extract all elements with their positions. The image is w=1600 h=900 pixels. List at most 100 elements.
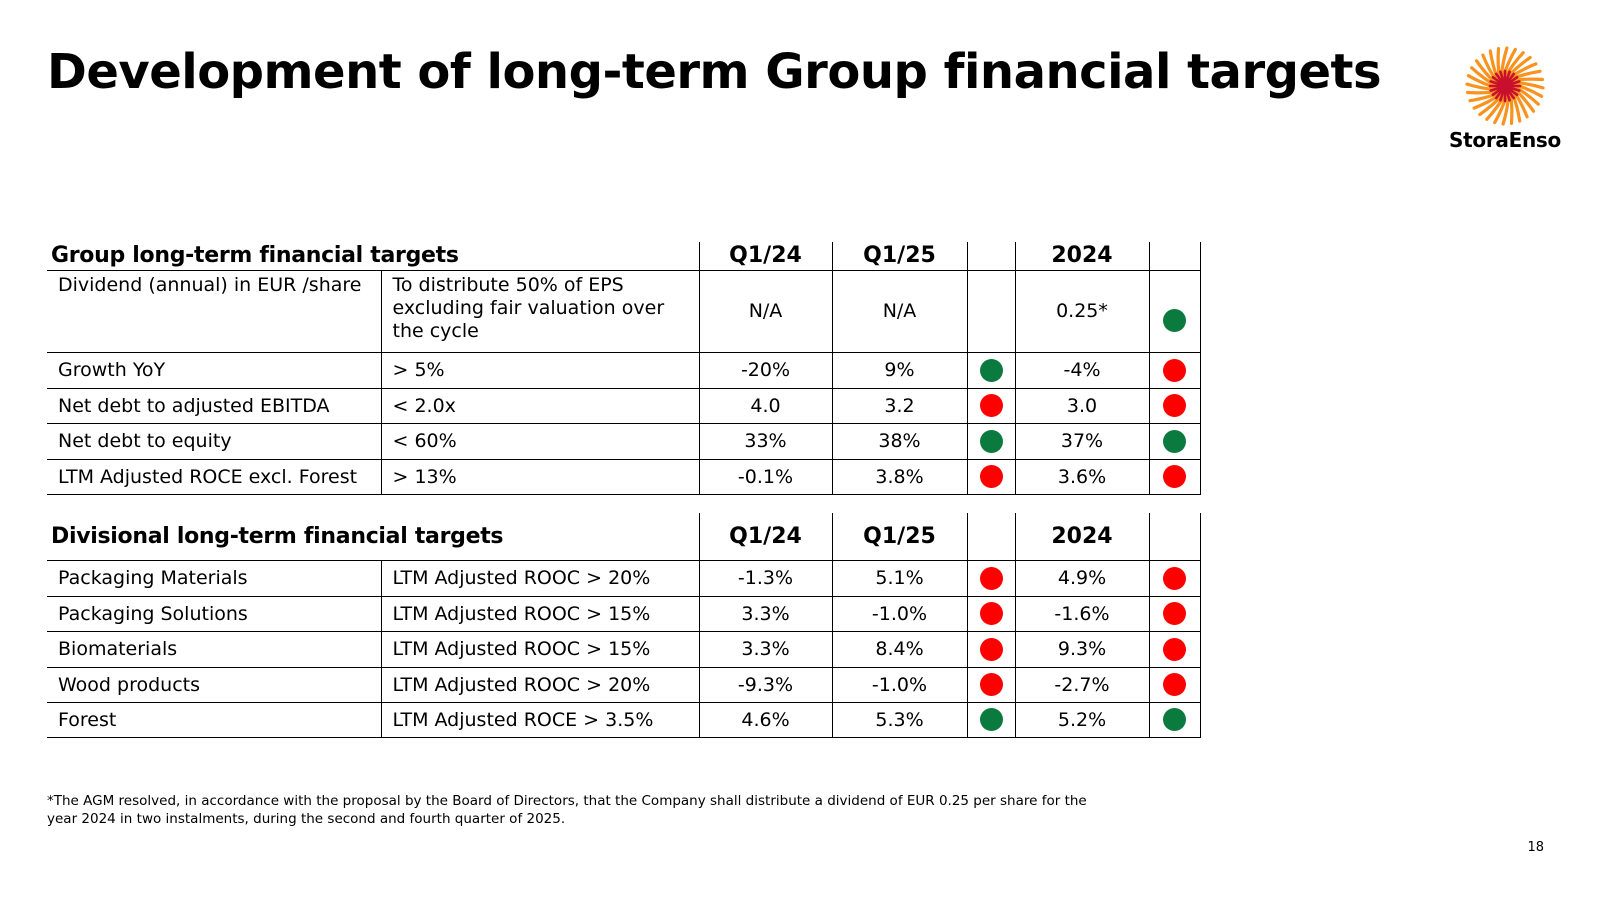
q124-value: 33%	[698, 423, 832, 460]
status-dot-green-icon	[1163, 429, 1186, 453]
target-cell: To distribute 50% of EPS excluding fair …	[380, 270, 699, 353]
y2024-status	[1148, 459, 1201, 495]
q124-value: -0.1%	[698, 459, 832, 495]
y2024-value: 9.3%	[1014, 631, 1149, 668]
q125-status	[966, 352, 1015, 389]
group-targets-table: Group long-term financial targets Q1/24 …	[47, 242, 1201, 495]
q125-status	[966, 560, 1015, 597]
table-row: Packaging Materials LTM Adjusted ROOC > 2…	[47, 560, 1201, 597]
metric-cell: LTM Adjusted ROCE excl. Forest	[47, 459, 381, 495]
q125-value: 5.1%	[831, 560, 967, 597]
y2024-value: 3.0	[1014, 388, 1149, 424]
q124-value: -9.3%	[698, 667, 832, 703]
footnote: *The AGM resolved, in accordance with th…	[47, 793, 1087, 827]
y2024-status	[1148, 631, 1201, 668]
table-row: Dividend (annual) in EUR /share To distri…	[47, 270, 1201, 353]
target-cell: > 13%	[380, 459, 699, 495]
y2024-status	[1148, 667, 1201, 703]
stora-enso-logo: StoraEnso	[1440, 46, 1570, 152]
q125-status	[966, 459, 1015, 495]
metric-cell: Dividend (annual) in EUR /share	[47, 270, 381, 353]
metric-cell: Forest	[47, 702, 381, 738]
status-dot-red-icon	[1163, 394, 1186, 417]
y2024-value: -4%	[1014, 352, 1149, 389]
y2024-value: 4.9%	[1014, 560, 1149, 597]
q125-value: 8.4%	[831, 631, 967, 668]
status-dot-green-icon	[979, 358, 1003, 382]
q125-status	[966, 270, 1015, 353]
q125-status	[966, 631, 1015, 668]
status-dot-red-icon	[1163, 673, 1186, 696]
divisional-section-heading: Divisional long-term financial targets	[47, 513, 699, 561]
q125-status	[966, 596, 1015, 632]
q125-status	[966, 423, 1015, 460]
col-header-q125-status	[966, 242, 1015, 271]
col-header-2024: 2024	[1014, 242, 1149, 271]
target-cell: < 60%	[380, 423, 699, 460]
metric-cell: Net debt to equity	[47, 423, 381, 460]
status-dot-green-icon	[979, 429, 1003, 453]
y2024-value: 3.6%	[1014, 459, 1149, 495]
y2024-status	[1148, 702, 1201, 738]
status-dot-red-icon	[1163, 637, 1186, 661]
status-dot-red-icon	[979, 394, 1003, 417]
target-cell: LTM Adjusted ROCE > 3.5%	[380, 702, 699, 738]
page-title: Development of long-term Group financial…	[47, 44, 1382, 100]
q125-status	[966, 702, 1015, 738]
status-dot-green-icon	[979, 708, 1003, 731]
table-row: Net debt to equity < 60% 33% 38% 37%	[47, 423, 1201, 460]
table-row: Forest LTM Adjusted ROCE > 3.5% 4.6% 5.3% 5.…	[47, 702, 1201, 738]
y2024-value: 5.2%	[1014, 702, 1149, 738]
col-header-2024-status	[1148, 513, 1201, 561]
table-row: Net debt to adjusted EBITDA < 2.0x 4.0 3.2 3…	[47, 388, 1201, 424]
metric-cell: Packaging Materials	[47, 560, 381, 597]
metric-cell: Wood products	[47, 667, 381, 703]
status-dot-red-icon	[1163, 465, 1186, 488]
y2024-status	[1148, 423, 1201, 460]
col-header-q125: Q1/25	[831, 242, 967, 271]
table-row: LTM Adjusted ROCE excl. Forest > 13% -0.1%…	[47, 459, 1201, 495]
logo-text: StoraEnso	[1449, 128, 1561, 152]
col-header-q124: Q1/24	[698, 513, 832, 561]
status-dot-green-icon	[1163, 308, 1186, 332]
q125-value: 9%	[831, 352, 967, 389]
page-number: 18	[1527, 840, 1544, 855]
metric-cell: Biomaterials	[47, 631, 381, 668]
status-dot-red-icon	[1163, 358, 1186, 382]
status-dot-red-icon	[979, 566, 1003, 590]
target-cell: LTM Adjusted ROOC > 20%	[380, 667, 699, 703]
q124-value: 4.6%	[698, 702, 832, 738]
q124-value: -1.3%	[698, 560, 832, 597]
col-header-2024: 2024	[1014, 513, 1149, 561]
divisional-targets-table: Divisional long-term financial targets Q…	[47, 513, 1201, 738]
q125-value: N/A	[831, 270, 967, 353]
q124-value: -20%	[698, 352, 832, 389]
group-header-row: Group long-term financial targets Q1/24 …	[47, 242, 1201, 271]
col-header-q125: Q1/25	[831, 513, 967, 561]
q124-value: 3.3%	[698, 631, 832, 668]
status-dot-red-icon	[979, 673, 1003, 696]
target-cell: LTM Adjusted ROOC > 20%	[380, 560, 699, 597]
q124-value: 4.0	[698, 388, 832, 424]
y2024-status	[1148, 270, 1201, 353]
target-cell: LTM Adjusted ROOC > 15%	[380, 631, 699, 668]
col-header-q124: Q1/24	[698, 242, 832, 271]
q125-value: 38%	[831, 423, 967, 460]
q125-value: 3.8%	[831, 459, 967, 495]
metric-cell: Net debt to adjusted EBITDA	[47, 388, 381, 424]
y2024-value: -2.7%	[1014, 667, 1149, 703]
table-row: Wood products LTM Adjusted ROOC > 20% -9.3…	[47, 667, 1201, 703]
q125-value: -1.0%	[831, 667, 967, 703]
status-dot-red-icon	[979, 602, 1003, 625]
y2024-value: -1.6%	[1014, 596, 1149, 632]
y2024-value: 37%	[1014, 423, 1149, 460]
q125-value: -1.0%	[831, 596, 967, 632]
col-header-q125-status	[966, 513, 1015, 561]
q125-value: 3.2	[831, 388, 967, 424]
q125-value: 5.3%	[831, 702, 967, 738]
group-section-heading: Group long-term financial targets	[47, 242, 699, 271]
target-cell: > 5%	[380, 352, 699, 389]
sunburst-logo-icon	[1465, 46, 1545, 126]
q125-status	[966, 388, 1015, 424]
